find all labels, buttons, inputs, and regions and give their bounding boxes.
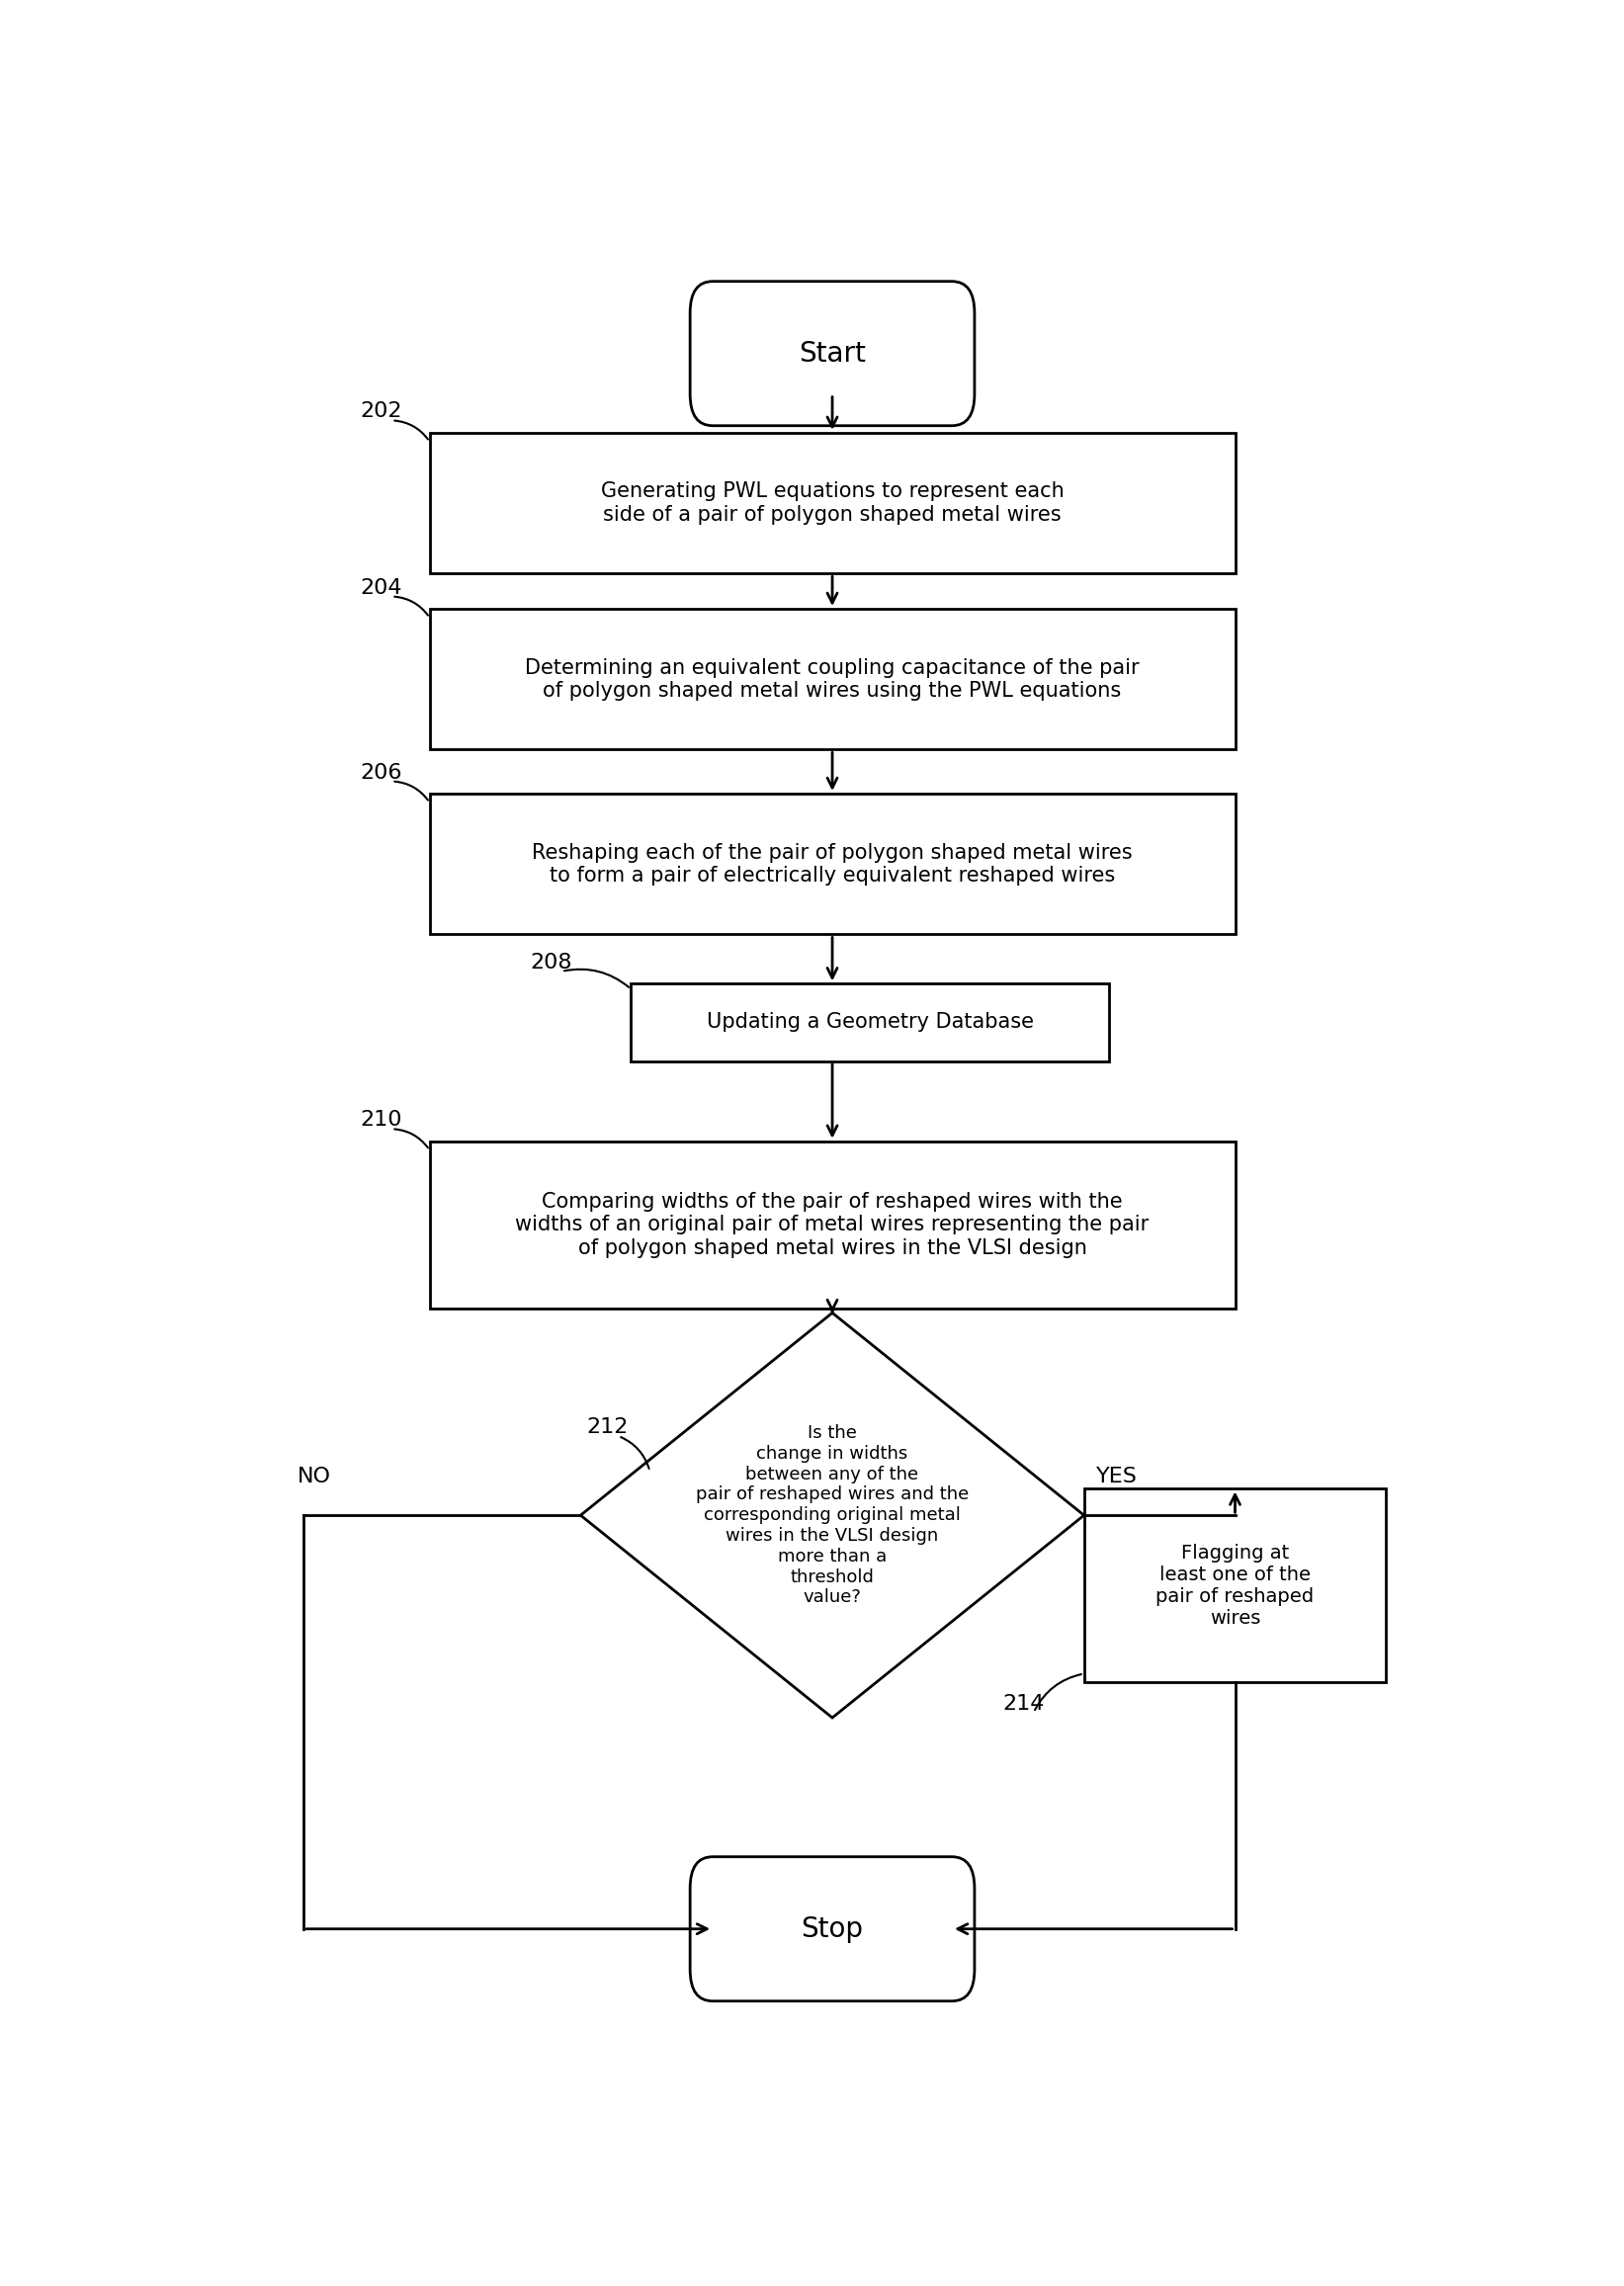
Text: NO: NO xyxy=(297,1468,331,1486)
FancyBboxPatch shape xyxy=(690,281,974,425)
Text: 202: 202 xyxy=(361,402,403,421)
Text: 214: 214 xyxy=(1002,1694,1044,1714)
Text: 204: 204 xyxy=(361,578,403,597)
Text: 208: 208 xyxy=(529,953,572,972)
Text: Comparing widths of the pair of reshaped wires with the
widths of an original pa: Comparing widths of the pair of reshaped… xyxy=(515,1191,1150,1257)
Text: Generating PWL equations to represent each
side of a pair of polygon shaped meta: Generating PWL equations to represent ea… xyxy=(601,482,1064,523)
FancyBboxPatch shape xyxy=(690,1856,974,2000)
Polygon shape xyxy=(581,1312,1085,1717)
Text: Determining an equivalent coupling capacitance of the pair
of polygon shaped met: Determining an equivalent coupling capac… xyxy=(525,658,1140,700)
Text: Reshaping each of the pair of polygon shaped metal wires
to form a pair of elect: Reshaping each of the pair of polygon sh… xyxy=(533,844,1132,885)
Bar xyxy=(630,983,1109,1061)
Bar xyxy=(1085,1488,1385,1682)
Text: YES: YES xyxy=(1096,1468,1138,1486)
Text: Start: Start xyxy=(799,341,866,368)
Text: 212: 212 xyxy=(586,1417,628,1438)
Text: Stop: Stop xyxy=(801,1916,864,1943)
Bar xyxy=(429,793,1236,935)
Text: Flagging at
least one of the
pair of reshaped
wires: Flagging at least one of the pair of res… xyxy=(1156,1543,1314,1628)
Text: Updating a Geometry Database: Updating a Geometry Database xyxy=(706,1013,1033,1033)
Text: Is the
change in widths
between any of the
pair of reshaped wires and the
corres: Is the change in widths between any of t… xyxy=(695,1424,970,1607)
Text: 210: 210 xyxy=(361,1111,403,1129)
Bar xyxy=(429,608,1236,750)
Bar xyxy=(429,1141,1236,1308)
Bar xyxy=(429,432,1236,574)
Text: 206: 206 xyxy=(361,764,403,782)
